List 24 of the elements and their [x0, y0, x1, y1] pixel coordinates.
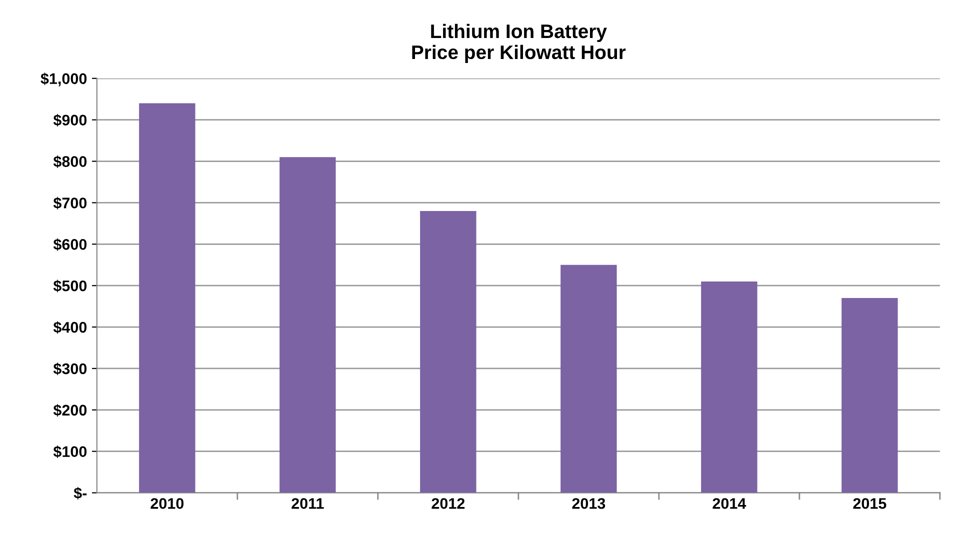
- bar: [842, 298, 898, 493]
- x-tick-label: 2013: [572, 498, 606, 509]
- bar: [560, 264, 617, 493]
- y-tick-label: $900: [53, 114, 87, 127]
- y-tick-label: $1,000: [40, 72, 87, 86]
- bar: [420, 211, 476, 493]
- y-tick-label: $300: [53, 362, 87, 376]
- y-tick-label: $200: [53, 404, 87, 417]
- x-tick-label: 2010: [150, 498, 184, 509]
- y-tick-label: $600: [53, 238, 87, 251]
- y-tick-label: $-: [74, 486, 87, 500]
- y-tick-label: $800: [53, 155, 87, 168]
- chart-title: Lithium Ion Battery Price per Kilowatt Hour: [412, 24, 626, 63]
- y-tick-label: $500: [53, 280, 87, 292]
- x-tick-label: 2014: [712, 498, 746, 509]
- bar: [139, 103, 196, 493]
- x-tick-label: 2015: [853, 498, 886, 509]
- y-tick-label: $700: [53, 196, 87, 210]
- y-tick-label: $400: [53, 321, 87, 334]
- bar: [280, 157, 336, 493]
- y-tick-label: $100: [53, 446, 87, 458]
- x-tick-label: 2011: [292, 498, 324, 509]
- bar: [701, 281, 758, 493]
- x-tick-label: 2012: [432, 498, 465, 509]
